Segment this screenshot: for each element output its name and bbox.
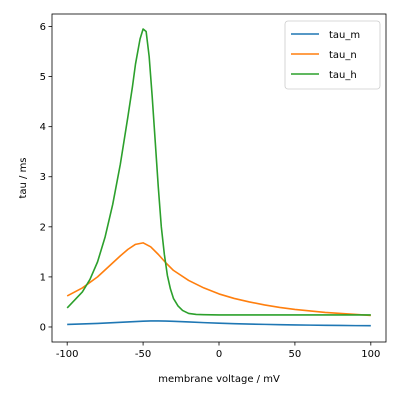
plot-lines [66, 28, 371, 327]
y-tick-label: 3 [40, 172, 46, 183]
x-tick-label: 100 [361, 349, 380, 360]
y-tick-label: 1 [40, 272, 46, 283]
series-line-tau-h [66, 28, 371, 316]
x-tick-label: 0 [216, 349, 222, 360]
y-tick-label: 2 [40, 222, 46, 233]
x-tick-label: -50 [135, 349, 151, 360]
x-tick-label: 50 [289, 349, 302, 360]
x-tick-label: -100 [56, 349, 79, 360]
y-tick-label: 5 [40, 72, 46, 83]
legend-entry-label: tau_n [329, 50, 357, 61]
legend-entry-label: tau_m [329, 30, 360, 41]
y-axis-ticks: 0 1 2 3 4 5 6 [40, 22, 52, 333]
x-axis-label: membrane voltage / mV [158, 374, 280, 385]
legend: tau_m tau_n tau_h [284, 20, 381, 90]
series-line-tau-n [66, 242, 371, 317]
legend-entry-label: tau_h [329, 70, 357, 81]
y-tick-label: 0 [40, 322, 46, 333]
y-tick-label: 4 [40, 122, 46, 133]
legend-box [284, 20, 381, 90]
y-tick-label: 6 [40, 22, 46, 33]
y-axis-label: tau / ms [18, 157, 29, 198]
x-axis-ticks: -100 -50 0 50 100 [56, 342, 380, 360]
series-line-tau-m [67, 320, 371, 327]
